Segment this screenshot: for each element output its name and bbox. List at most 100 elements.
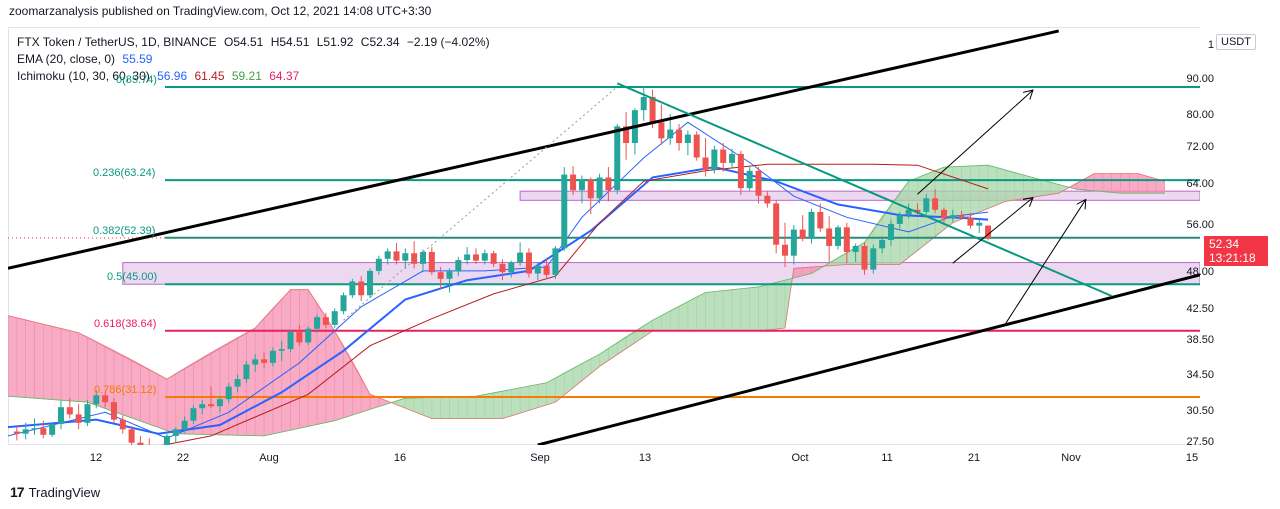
candle-body <box>84 404 91 423</box>
candle-body <box>57 407 64 424</box>
candle-body <box>155 451 161 462</box>
ichimoku-cloud-segment <box>458 396 468 419</box>
legend-ichimoku-value-1: 56.96 <box>157 69 188 83</box>
candle-body <box>525 252 532 274</box>
legend-open: O54.51 <box>223 35 264 49</box>
fib-label-5: 0.5(45.00) <box>107 271 158 284</box>
legend-symbol-row: FTX Token / TetherUS, 1D, BINANCE O54.51… <box>17 35 494 49</box>
tradingview-branding[interactable]: 17 TradingView <box>10 484 100 500</box>
candle-body <box>331 311 338 325</box>
candle-body <box>499 263 506 273</box>
candle-body <box>358 281 365 296</box>
candle-body <box>314 317 321 329</box>
x-tick: Oct <box>791 452 809 464</box>
candle-body <box>296 331 303 343</box>
legend-ema-label[interactable]: EMA (20, close, 0) <box>17 52 116 66</box>
ichimoku-cloud-segment <box>475 394 486 419</box>
ichimoku-cloud-segment <box>16 317 26 398</box>
candle-body <box>437 272 444 279</box>
candle-body <box>384 251 391 259</box>
x-tick: 12 <box>89 452 103 464</box>
candle-body <box>110 402 117 420</box>
candle-body <box>737 153 744 189</box>
ichimoku-cloud-segment <box>908 177 918 258</box>
ichimoku-cloud-segment <box>272 298 283 435</box>
candle-body <box>375 258 382 271</box>
ichimoku-cloud-segment <box>493 390 503 419</box>
candle-body <box>764 195 771 204</box>
projection-arrow <box>1005 200 1085 324</box>
ichimoku-cloud-segment <box>740 287 750 332</box>
candle-body <box>225 386 232 400</box>
fib-label-0: 0(85.74) <box>116 74 157 87</box>
candle-body <box>393 251 400 261</box>
tradingview-logo-icon: 17 <box>10 484 25 500</box>
ichimoku-cloud-segment <box>34 321 44 400</box>
candle-body <box>119 419 126 430</box>
leading-span-a <box>8 164 1165 437</box>
ichimoku-cloud-segment <box>210 346 221 436</box>
ichimoku-cloud-segment <box>254 317 265 437</box>
candle-body <box>614 126 621 191</box>
candle-body <box>693 134 700 158</box>
candle-body <box>349 281 356 296</box>
ichimoku-cloud-segment <box>431 396 441 419</box>
base-line <box>161 163 989 445</box>
ichimoku-cloud-segment <box>1137 173 1148 194</box>
candle-body <box>808 211 815 239</box>
candle-body <box>570 174 577 191</box>
fib-label-382: 0.382(52.39) <box>93 224 156 237</box>
ichimoku-cloud-segment <box>281 288 291 433</box>
candle-body <box>199 404 206 409</box>
ichimoku-cloud-segment <box>510 387 521 417</box>
candle-body <box>49 423 56 435</box>
legend-ema-value: 55.59 <box>122 52 153 66</box>
candle-body <box>684 134 691 144</box>
y-tick: 27.50 <box>1186 436 1214 448</box>
candle-body <box>163 435 170 445</box>
candle-body <box>490 253 497 264</box>
candle-body <box>782 244 789 256</box>
currency-unit-button[interactable]: USDT <box>1216 34 1256 50</box>
legend-change: −2.19 (−4.02%) <box>406 35 490 49</box>
legend-ichimoku-value-3: 59.21 <box>231 69 262 83</box>
legend-ichimoku-value-4: 64.37 <box>269 69 300 83</box>
candle-body <box>305 328 312 343</box>
legend-ichimoku-label[interactable]: Ichimoku (10, 30, 60, 30) <box>17 69 150 83</box>
y-tick: 48.00 <box>1186 266 1214 278</box>
candle-body <box>75 414 82 423</box>
candle-body <box>455 260 462 272</box>
candle-body <box>190 408 197 421</box>
ichimoku-cloud-segment <box>696 291 706 332</box>
candle-body <box>216 399 223 407</box>
ichimoku-cloud-segment <box>758 284 768 332</box>
candle-body <box>22 429 29 434</box>
brand-name: TradingView <box>28 484 101 500</box>
legend-symbol[interactable]: FTX Token / TetherUS, 1D, BINANCE <box>17 35 217 49</box>
candle-body <box>428 251 435 273</box>
candle-body <box>464 254 471 261</box>
ichimoku-cloud-segment <box>1111 173 1121 194</box>
ichimoku-cloud-segment <box>1014 172 1024 201</box>
candle-body <box>914 209 921 212</box>
published-info: zoomarzanalysis published on TradingView… <box>9 4 432 18</box>
last-price-tag: 52.34 13:21:18 <box>1204 236 1268 266</box>
ichimoku-cloud-segment <box>572 362 583 388</box>
fib-label-786: 0.786(31.12) <box>94 384 157 396</box>
candle-body <box>605 177 612 191</box>
ichimoku-cloud-segment <box>687 296 698 332</box>
y-tick: 64.00 <box>1186 178 1214 190</box>
x-tick: 16 <box>393 452 407 464</box>
ichimoku-cloud-segment <box>69 330 79 402</box>
candle-body <box>658 122 665 139</box>
ichimoku-cloud-segment <box>466 395 477 419</box>
candle-body <box>790 229 797 256</box>
ichimoku-cloud-segment <box>837 251 848 266</box>
candle-body <box>181 420 188 430</box>
legend-high: H54.51 <box>270 35 310 49</box>
ichimoku-cloud-segment <box>405 397 415 412</box>
ichimoku-cloud-segment <box>246 327 256 437</box>
ichimoku-cloud-segment <box>440 396 450 419</box>
ichimoku-cloud-segment <box>970 165 980 216</box>
